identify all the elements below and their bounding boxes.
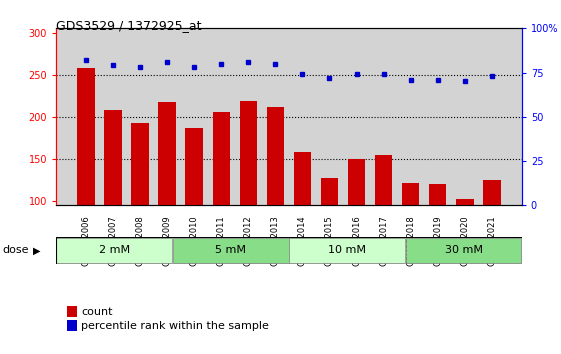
Bar — [56, 237, 522, 264]
Bar — [375, 155, 392, 285]
Bar — [429, 184, 447, 285]
Text: GDS3529 / 1372925_at: GDS3529 / 1372925_at — [56, 19, 201, 33]
Bar — [456, 199, 473, 285]
Text: percentile rank within the sample: percentile rank within the sample — [81, 321, 269, 331]
Text: count: count — [81, 307, 113, 316]
Text: 30 mM: 30 mM — [444, 245, 482, 256]
Bar — [57, 238, 172, 263]
Text: 10 mM: 10 mM — [328, 245, 366, 256]
Text: dose: dose — [3, 245, 29, 256]
Bar — [158, 103, 176, 285]
Bar — [321, 177, 338, 285]
Bar — [406, 238, 521, 263]
Bar — [289, 238, 405, 263]
Bar — [173, 238, 288, 263]
Bar — [213, 112, 230, 285]
Text: 2 mM: 2 mM — [99, 245, 130, 256]
Bar — [77, 68, 95, 285]
Bar — [131, 123, 149, 285]
Bar — [293, 152, 311, 285]
Bar — [186, 128, 203, 285]
Bar — [266, 107, 284, 285]
Bar — [348, 159, 365, 285]
Bar — [402, 183, 420, 285]
Bar — [240, 101, 257, 285]
Text: 5 mM: 5 mM — [215, 245, 246, 256]
Bar — [104, 110, 122, 285]
Bar — [483, 180, 500, 285]
Text: ▶: ▶ — [33, 245, 40, 256]
